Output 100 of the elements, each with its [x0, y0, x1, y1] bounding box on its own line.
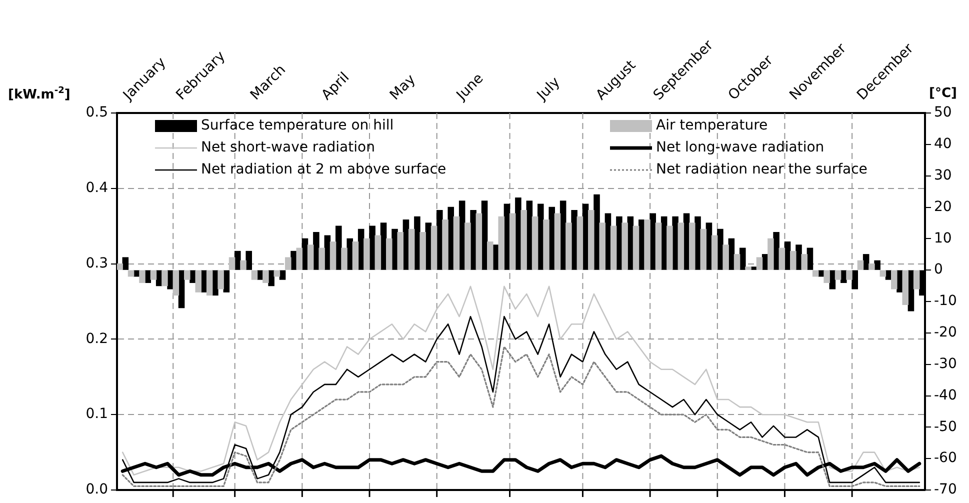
- bar: [195, 270, 202, 292]
- bar: [588, 210, 594, 270]
- bar: [543, 219, 550, 270]
- y2-tick-label: 10: [934, 230, 952, 246]
- bar: [902, 270, 908, 305]
- bar: [336, 226, 342, 270]
- bar: [430, 226, 438, 270]
- bar: [632, 226, 640, 270]
- bar: [285, 257, 292, 270]
- bar: [420, 232, 426, 270]
- bar: [734, 254, 740, 270]
- bar: [740, 248, 746, 270]
- legend-label: Surface temperature on hill: [201, 118, 394, 134]
- bar: [386, 238, 392, 270]
- bar: [745, 266, 752, 270]
- bar: [655, 222, 662, 270]
- bar: [476, 213, 482, 270]
- bar: [722, 244, 729, 270]
- y2-tick-label: -50: [934, 418, 957, 435]
- line-series: [122, 346, 920, 488]
- bar: [251, 270, 258, 280]
- legend-label: Net short-wave radiation: [201, 140, 375, 156]
- y-tick-label: 0.4: [86, 180, 108, 196]
- bar: [689, 222, 696, 270]
- bar: [318, 248, 325, 270]
- y2-tick-label: -10: [934, 293, 957, 310]
- bar: [566, 222, 572, 270]
- bar: [834, 270, 842, 280]
- legend-label: Net long-wave radiation: [656, 140, 824, 156]
- bar: [874, 260, 880, 270]
- bar: [846, 270, 852, 280]
- bar: [453, 216, 460, 270]
- bar: [756, 257, 763, 270]
- bar: [408, 228, 415, 270]
- bar: [184, 270, 190, 280]
- y2-tick-label: -60: [934, 450, 957, 466]
- bar: [442, 219, 448, 270]
- bar: [246, 250, 252, 270]
- y-axis-title: [kW.m$^{-2}$]: [8, 86, 70, 102]
- bar: [464, 222, 471, 270]
- y2-tick-label: -40: [934, 387, 957, 404]
- legend-label: Air temperature: [656, 118, 768, 134]
- bar: [824, 270, 830, 283]
- bar: [532, 216, 538, 270]
- y-tick-label: 0.5: [86, 104, 108, 121]
- bar: [150, 270, 157, 280]
- bar: [857, 260, 864, 270]
- bar: [666, 226, 673, 270]
- bar: [206, 270, 213, 296]
- bar: [790, 250, 796, 270]
- bar: [487, 241, 494, 270]
- bar: [801, 254, 808, 270]
- y-tick-label: 0.3: [86, 255, 108, 272]
- bar: [913, 270, 920, 290]
- bar: [352, 241, 359, 270]
- legend-label: Net radiation near the surface: [656, 162, 868, 178]
- bar: [307, 244, 314, 270]
- bar: [778, 248, 786, 270]
- bar: [139, 270, 146, 283]
- y2-tick-label: 50: [934, 104, 952, 121]
- y2-tick-label: 0: [934, 262, 943, 278]
- bar: [341, 248, 348, 270]
- y2-tick-label: 30: [934, 167, 952, 184]
- y2-tick-label: 20: [934, 198, 952, 215]
- bar: [364, 238, 370, 270]
- bar: [700, 228, 706, 270]
- bar: [622, 222, 628, 270]
- bar: [678, 222, 684, 270]
- bar: [162, 270, 168, 286]
- bar: [279, 270, 286, 280]
- bar: [330, 241, 336, 270]
- bar: [644, 219, 650, 270]
- y2-tick-label: -30: [934, 356, 957, 372]
- y-tick-label: 0.0: [86, 482, 108, 498]
- bar: [868, 263, 875, 270]
- bar: [117, 263, 123, 270]
- y2-axis-title: [°C]: [929, 86, 957, 101]
- bar: [554, 213, 561, 270]
- bar: [520, 210, 527, 270]
- bar: [498, 216, 504, 270]
- bar: [374, 235, 382, 270]
- bar: [576, 216, 584, 270]
- bar: [599, 222, 606, 270]
- bar: [509, 213, 516, 270]
- bar: [296, 248, 302, 270]
- bar: [397, 232, 404, 270]
- bar: [891, 270, 898, 290]
- y2-tick-label: -20: [934, 324, 957, 341]
- y-tick-label: 0.1: [86, 406, 108, 422]
- y-tick-label: 0.2: [86, 330, 108, 347]
- bar: [218, 270, 224, 290]
- bar: [228, 257, 236, 270]
- bar: [768, 238, 774, 270]
- bar: [172, 270, 180, 296]
- bar: [852, 270, 858, 290]
- bar: [234, 250, 241, 270]
- legend-label: Net radiation at 2 m above surface: [201, 162, 446, 178]
- y2-tick-label: 40: [934, 136, 952, 152]
- bar: [122, 257, 129, 270]
- bar: [262, 270, 269, 283]
